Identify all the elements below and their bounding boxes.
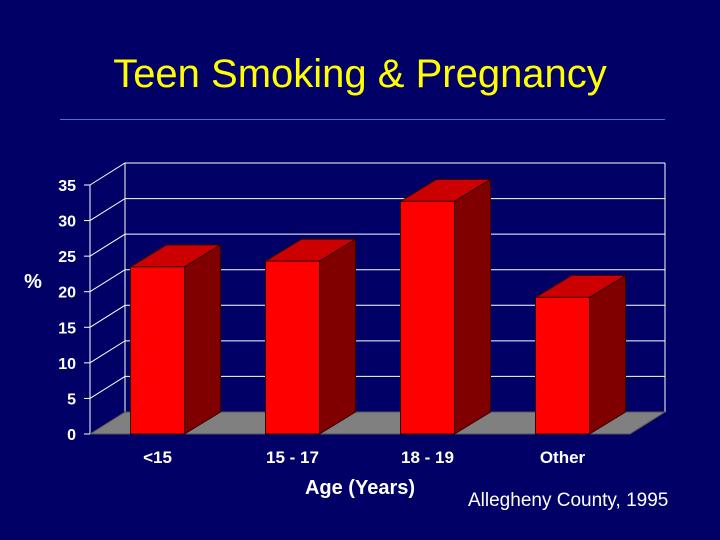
y-axis-title: % <box>24 271 42 293</box>
y-tick-label: 15 <box>58 320 76 337</box>
y-tick-labels: 0 5 10 15 20 25 30 35 <box>58 178 90 444</box>
gridline <box>89 198 665 221</box>
bar <box>265 260 320 435</box>
slide-title: Teen Smoking & Pregnancy <box>113 52 607 96</box>
bar-side <box>319 238 356 435</box>
x-category-label: 15 - 17 <box>266 448 319 467</box>
x-category-label: Other <box>540 448 586 467</box>
x-category-label: <15 <box>143 448 172 467</box>
bar-side <box>589 274 626 435</box>
bar <box>400 200 455 435</box>
y-tick-label: 30 <box>58 214 76 231</box>
bar-side <box>184 243 221 435</box>
bar-side <box>454 178 491 435</box>
x-category-labels: <15 15 - 17 18 - 19 Other <box>143 448 585 467</box>
y-tick-label: 35 <box>58 178 76 195</box>
bar <box>130 266 185 435</box>
x-category-label: 18 - 19 <box>401 448 454 467</box>
gridline <box>89 162 665 186</box>
title-divider <box>60 119 665 120</box>
chart-bars <box>128 178 628 435</box>
y-tick-label: 0 <box>67 427 76 444</box>
y-tick-label: 20 <box>58 285 76 302</box>
y-tick-label: 5 <box>67 391 76 408</box>
x-axis-title: Age (Years) <box>305 477 415 499</box>
y-tick-label: 25 <box>58 249 76 266</box>
y-tick-label: 10 <box>58 356 76 373</box>
bar <box>535 296 590 435</box>
source-note: Allegheny County, 1995 <box>468 490 669 511</box>
